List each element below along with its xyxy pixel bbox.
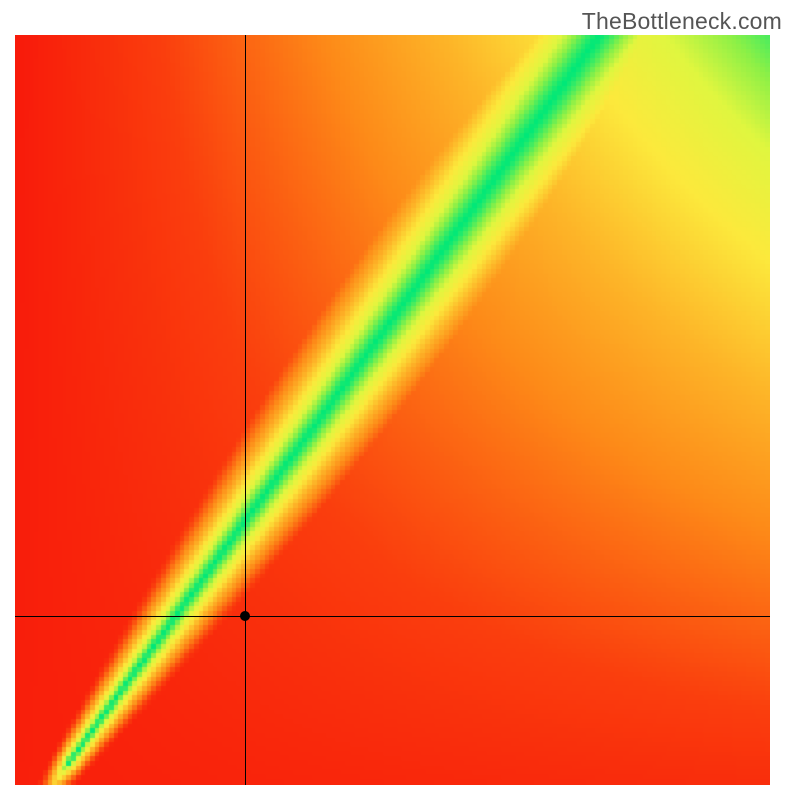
crosshair-vertical-line — [245, 35, 246, 785]
crosshair-horizontal-line — [15, 616, 770, 617]
crosshair-marker-point — [240, 611, 250, 621]
watermark-text: TheBottleneck.com — [582, 8, 782, 35]
heatmap-plot — [15, 35, 770, 785]
heatmap-canvas — [15, 35, 770, 785]
